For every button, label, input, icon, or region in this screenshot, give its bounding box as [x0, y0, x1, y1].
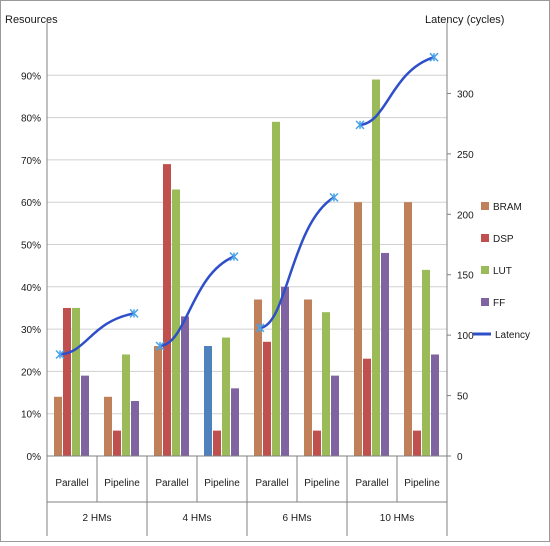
bar-dsp — [363, 358, 371, 456]
bar-bram — [104, 396, 112, 456]
y-right-tick-label: 300 — [457, 89, 474, 100]
y-left-tick-label: 60% — [21, 198, 41, 209]
y-right-tick-label: 200 — [457, 210, 474, 221]
y-left-tick-label: 30% — [21, 325, 41, 336]
bar-lut — [122, 354, 130, 456]
y-right-tick-label: 100 — [457, 331, 474, 342]
x-group-label: 6 HMs — [283, 513, 312, 524]
x-category-label: Parallel — [55, 478, 88, 489]
latency-point — [329, 192, 339, 202]
x-group-label: 2 HMs — [83, 513, 112, 524]
legend-label: Latency — [495, 330, 530, 341]
x-group-label: 4 HMs — [183, 513, 212, 524]
bar-lut — [422, 269, 430, 456]
bar-dsp — [163, 164, 171, 456]
x-category-label: Parallel — [255, 478, 288, 489]
latency-point — [229, 252, 239, 262]
latency-point — [429, 52, 439, 62]
x-category-label: Pipeline — [304, 478, 340, 489]
legend-label: BRAM — [493, 202, 522, 213]
bar-ff — [431, 354, 439, 456]
bar-lut — [222, 337, 230, 456]
latency-line — [259, 196, 335, 330]
bar-bram — [204, 346, 212, 456]
bar-ff — [381, 252, 389, 456]
bar-ff — [181, 316, 189, 456]
bar-dsp — [63, 307, 71, 456]
x-category-label: Parallel — [155, 478, 188, 489]
latency-point — [255, 323, 265, 333]
bar-dsp — [263, 341, 271, 456]
y-left-tick-label: 90% — [21, 71, 41, 82]
bar-lut — [322, 312, 330, 456]
y-left-tick-label: 70% — [21, 156, 41, 167]
bar-ff — [81, 375, 89, 456]
latency-point — [129, 308, 139, 318]
x-category-label: Pipeline — [104, 478, 140, 489]
bar-bram — [54, 396, 62, 456]
latency-line — [159, 255, 235, 348]
latency-line — [359, 55, 435, 127]
y-left-tick-label: 20% — [21, 367, 41, 378]
bar-lut — [72, 307, 80, 456]
bar-bram — [404, 202, 412, 456]
bar-lut — [372, 79, 380, 456]
legend-label: LUT — [493, 266, 512, 277]
bar-bram — [154, 346, 162, 456]
bar-dsp — [413, 430, 421, 456]
y-right-tick-label: 150 — [457, 271, 474, 282]
bar-dsp — [313, 430, 321, 456]
y-right-axis-title: Latency (cycles) — [425, 14, 504, 26]
bar-ff — [281, 286, 289, 456]
y-left-axis-title: Resources — [5, 14, 58, 26]
bar-lut — [272, 121, 280, 456]
y-left-tick-label: 50% — [21, 241, 41, 252]
y-left-tick-label: 10% — [21, 410, 41, 421]
y-left-tick-label: 0% — [27, 452, 42, 463]
x-category-label: Pipeline — [404, 478, 440, 489]
legend-swatch-ff — [481, 298, 489, 306]
bar-bram — [304, 299, 312, 456]
bar-ff — [231, 388, 239, 456]
latency-point — [155, 341, 165, 351]
bar-ff — [331, 375, 339, 456]
latency-line — [59, 312, 135, 356]
latency-point — [55, 349, 65, 360]
bar-bram — [254, 299, 262, 456]
y-right-tick-label: 250 — [457, 150, 474, 161]
latency-point — [355, 120, 365, 130]
bar-dsp — [113, 430, 121, 456]
x-group-label: 10 HMs — [380, 513, 414, 524]
y-right-tick-label: 50 — [457, 392, 469, 403]
legend-label: FF — [493, 298, 505, 309]
bar-lut — [172, 189, 180, 456]
legend-swatch-dsp — [481, 234, 489, 242]
y-right-tick-label: 0 — [457, 452, 463, 463]
y-left-tick-label: 40% — [21, 283, 41, 294]
legend-swatch-lut — [481, 266, 489, 274]
bar-ff — [131, 401, 139, 456]
x-category-label: Pipeline — [204, 478, 240, 489]
bar-dsp — [213, 430, 221, 456]
y-left-tick-label: 80% — [21, 114, 41, 125]
legend-label: DSP — [493, 234, 514, 245]
x-category-label: Parallel — [355, 478, 388, 489]
bar-bram — [354, 202, 362, 456]
legend-swatch-bram — [481, 202, 489, 210]
